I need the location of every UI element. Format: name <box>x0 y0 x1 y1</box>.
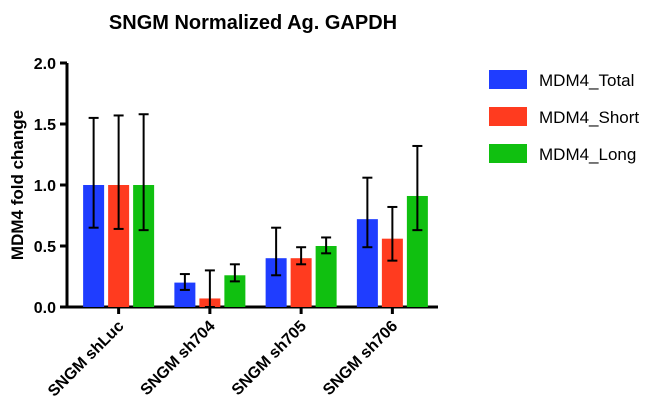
legend-label: MDM4_Short <box>539 108 639 127</box>
legend-swatch <box>489 70 527 89</box>
x-tick-label: SNGM sh706 <box>320 318 401 399</box>
chart-title: SNGM Normalized Ag. GAPDH <box>109 12 397 34</box>
bar-mdm4-long <box>133 185 155 307</box>
y-axis-label: MDM4 fold change <box>8 110 27 260</box>
y-tick-label: 1.5 <box>34 117 56 134</box>
legend-swatch <box>489 107 527 126</box>
bar-mdm4-long <box>406 195 428 307</box>
y-tick-label: 0.5 <box>34 239 56 256</box>
y-tick-label: 0.0 <box>34 300 56 317</box>
legend-label: MDM4_Total <box>539 71 634 90</box>
bar-mdm4-total <box>174 282 196 307</box>
bar-mdm4-total <box>356 219 378 307</box>
x-tick-label: SNGM sh705 <box>229 318 310 399</box>
bar-mdm4-long <box>224 275 246 307</box>
legend-swatch <box>489 144 527 163</box>
legend-label: MDM4_Long <box>539 145 636 164</box>
bar-mdm4-short <box>381 238 403 307</box>
x-tick-label: SNGM sh704 <box>138 318 219 399</box>
bar-mdm4-long <box>315 246 337 307</box>
legend: MDM4_Total MDM4_Short MDM4_Long <box>489 70 639 164</box>
y-tick-label: 1.0 <box>34 178 56 195</box>
bar-mdm4-short <box>108 185 130 307</box>
y-tick-label: 2.0 <box>34 56 56 73</box>
bar-mdm4-short <box>290 258 312 307</box>
bar-mdm4-total <box>265 258 287 307</box>
bar-mdm4-total <box>83 185 105 307</box>
x-tick-label: SNGM shLuc <box>45 318 127 400</box>
